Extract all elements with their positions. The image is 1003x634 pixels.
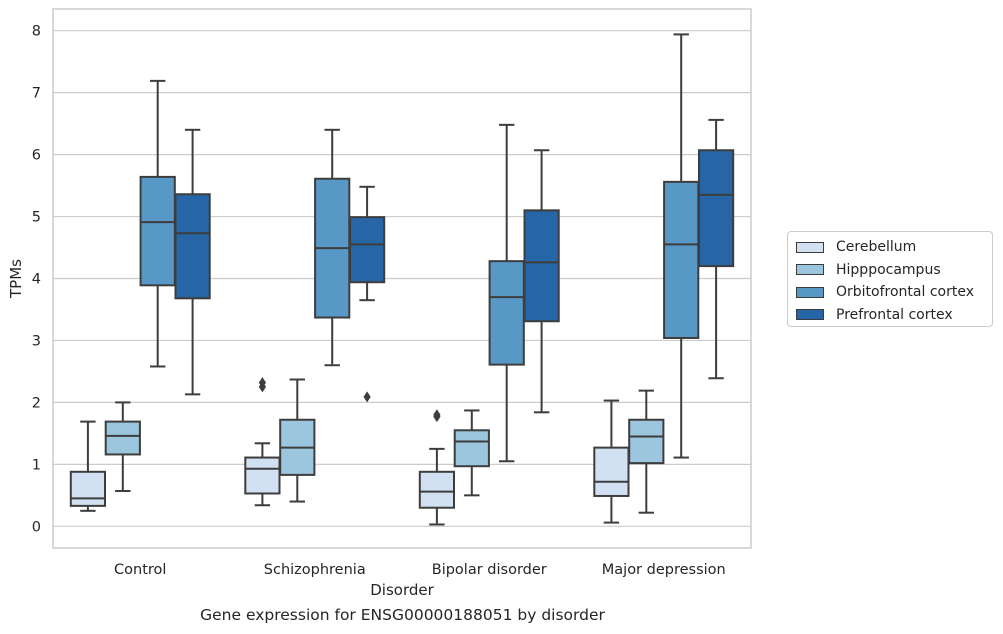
iqr-box — [139, 175, 176, 287]
legend-swatch — [796, 309, 824, 321]
figure-caption: Gene expression for ENSG00000188051 by d… — [200, 606, 605, 624]
y-tick-label: 2 — [32, 395, 41, 411]
legend-swatch — [796, 241, 824, 253]
iqr-box — [628, 418, 665, 465]
box-orbitofrontal-cortex — [663, 33, 700, 459]
outlier-point — [433, 409, 441, 421]
plot-frame — [52, 8, 752, 549]
iqr-box — [348, 216, 386, 284]
iqr-box — [69, 470, 107, 507]
y-tick-label: 0 — [32, 519, 41, 535]
x-tick-label: Bipolar disorder — [432, 562, 547, 578]
legend-item: Orbitofrontal cortex — [794, 281, 992, 304]
box-orbitofrontal-cortex — [139, 79, 176, 368]
iqr-box — [523, 209, 560, 323]
iqr-box — [104, 420, 141, 456]
y-tick-label: 3 — [32, 333, 41, 349]
tick-labels: 0 1 2 3 4 5 6 7 8 Control Schizophrenia Bipolar dis… — [32, 24, 726, 578]
legend-label: Prefrontal cortex — [836, 306, 953, 323]
iqr-box — [453, 429, 490, 468]
x-axis-label: Disorder — [370, 581, 434, 599]
x-tick-label: Control — [114, 562, 166, 578]
iqr-box — [488, 260, 525, 366]
x-tick-label: Schizophrenia — [264, 562, 366, 578]
box-prefrontal-cortex — [697, 118, 735, 380]
legend-item: Prefrontal cortex — [794, 304, 992, 327]
box-cerebellum — [593, 399, 630, 524]
box-hipppocampus — [104, 401, 141, 493]
y-tick-label: 6 — [32, 148, 41, 164]
legend-label: Orbitofrontal cortex — [836, 284, 974, 301]
box-hipppocampus — [279, 378, 316, 503]
box-cerebellum — [418, 409, 456, 526]
iqr-box — [418, 470, 456, 509]
iqr-box — [174, 193, 211, 300]
iqr-box — [244, 456, 281, 495]
y-tick-label: 7 — [32, 86, 41, 102]
outlier-point — [258, 377, 266, 389]
legend: Cerebellum Hipppocampus Orbitofrontal cort… — [787, 231, 993, 327]
legend-label: Cerebellum — [836, 239, 917, 256]
boxes — [69, 33, 735, 526]
outlier-point — [363, 391, 371, 403]
y-tick-label: 5 — [32, 210, 41, 226]
y-tick-label: 4 — [32, 272, 41, 288]
box-orbitofrontal-cortex — [488, 123, 525, 463]
box-hipppocampus — [628, 389, 665, 514]
x-tick-label: Major depression — [602, 562, 726, 578]
plot-border — [52, 8, 752, 549]
legend-label: Hipppocampus — [836, 261, 941, 278]
y-tick-label: 8 — [32, 24, 41, 40]
y-axis-label: TPMs — [7, 259, 25, 299]
box-prefrontal-cortex — [174, 128, 211, 396]
box-cerebellum — [69, 420, 107, 512]
box-prefrontal-cortex — [348, 185, 386, 403]
box-hipppocampus — [453, 409, 490, 497]
legend-swatch — [796, 286, 824, 298]
legend-item: Cerebellum — [794, 236, 992, 259]
iqr-box — [663, 180, 700, 339]
box-prefrontal-cortex — [523, 149, 560, 414]
iqr-box — [697, 149, 735, 268]
legend-item: Hipppocampus — [794, 259, 992, 282]
box-orbitofrontal-cortex — [314, 128, 351, 367]
y-tick-label: 1 — [32, 457, 41, 473]
box-cerebellum — [244, 377, 281, 507]
legend-swatch — [796, 264, 824, 276]
iqr-box — [593, 446, 630, 497]
